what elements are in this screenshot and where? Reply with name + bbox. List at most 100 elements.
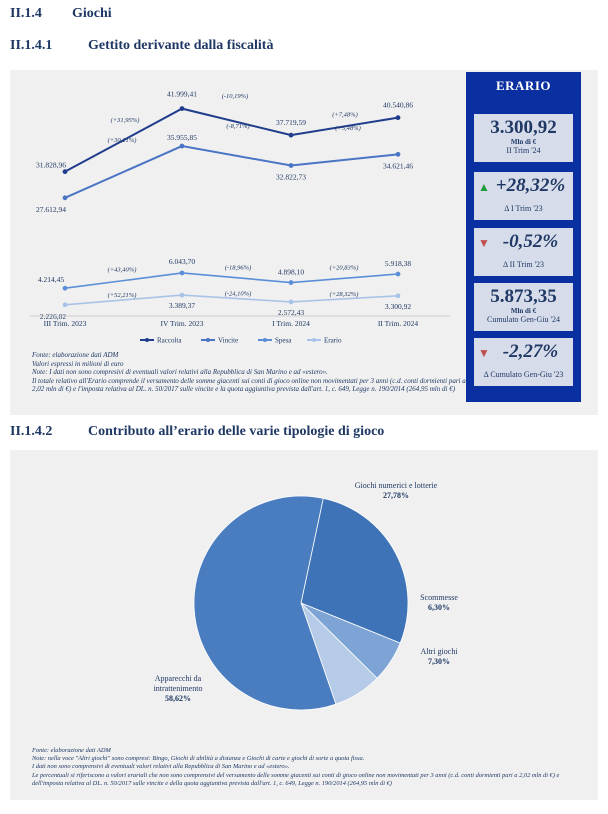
legend-marker	[145, 338, 149, 342]
data-point	[288, 132, 294, 138]
slice-percent: 6,30%	[428, 603, 450, 612]
data-point	[179, 106, 185, 112]
line-chart: 31.828,96 41.999,41 37.719,59 40.540,86 (+31…	[30, 90, 450, 345]
data-point	[62, 195, 68, 201]
slice-label: Altri giochi	[420, 647, 458, 656]
slice-percent: 58,62%	[165, 694, 191, 703]
data-label: 5.918,38	[385, 259, 412, 268]
data-point	[395, 151, 401, 157]
slice-percent: 7,30%	[428, 657, 450, 666]
kpi-value: 3.300,92	[490, 117, 557, 138]
change-label: (+43,40%)	[108, 267, 137, 274]
data-point	[179, 270, 185, 276]
subsection-heading-1: II.1.4.1 Gettito derivante dalla fiscalit…	[10, 38, 273, 54]
data-label: 4.898,10	[278, 268, 305, 277]
pie-notes: Fonte: elaborazione dati ADM Note: nella…	[32, 747, 592, 788]
kpi-caption: Δ Cumulato Gen-Giu '23	[483, 370, 564, 379]
data-label: 40.540,86	[383, 101, 413, 110]
kpi-unit: Mln di €	[510, 138, 537, 146]
series-line-raccolta	[64, 107, 399, 173]
kpi-delta-cumulato: ▼ -2,27% Δ Cumulato Gen-Giu '23	[474, 338, 573, 386]
data-point	[395, 293, 401, 299]
data-point	[179, 292, 185, 298]
kpi-caption: Cumulato Gen-Giu '24	[487, 315, 560, 324]
legend-label: Vincite	[218, 337, 238, 345]
data-label: 27.612,94	[36, 205, 66, 214]
pie-chart-panel: Giochi numerici e lotterie 27,78% Scommess…	[10, 450, 598, 800]
data-label: 3.389,37	[169, 301, 196, 310]
series-line-vincite	[64, 145, 399, 199]
legend-marker	[206, 338, 210, 342]
x-tick-label: II Trim. 2024	[378, 319, 418, 328]
change-label: (+20,83%)	[330, 264, 359, 271]
kpi-value: -0,52%	[502, 231, 559, 252]
data-label: 2.572,43	[278, 308, 305, 317]
subsection-number-2: II.1.4.2	[10, 424, 53, 439]
slice-label: Scommesse	[420, 593, 458, 602]
kpi-caption: Δ II Trim '23	[502, 260, 545, 269]
slice-label: intrattenimento	[154, 684, 203, 693]
note-line: Il totale relativo all'Erario comprende …	[32, 376, 466, 394]
note-line: Note: nella voce "Altri giochi" sono com…	[32, 755, 365, 763]
subsection-number-1: II.1.4.1	[10, 38, 53, 53]
note-line: Note: I dati non sono compresivi di even…	[32, 368, 328, 377]
x-tick-label: IV Trim. 2023	[160, 319, 203, 328]
data-point	[288, 163, 294, 168]
section-title: Giochi	[72, 6, 112, 21]
subsection-heading-2: II.1.4.2 Contributo all’erario delle vari…	[10, 424, 384, 440]
kpi-value: +28,32%	[495, 175, 566, 196]
section-number: II.1.4	[10, 6, 42, 21]
change-label: (-24,10%)	[225, 290, 252, 297]
chart-notes: Fonte: elaborazione dati ADM Valori espr…	[32, 351, 472, 394]
x-tick-label: I Trim. 2024	[272, 319, 310, 328]
slice-label: Apparecchi da	[155, 674, 202, 683]
kpi-delta-ii-trim: ▼ -0,52% Δ II Trim '23	[474, 228, 573, 276]
kpi-delta-i-trim: ▲ +28,32% Δ I Trim '23	[474, 172, 573, 220]
pie-slice	[300, 497, 409, 644]
data-point	[288, 280, 294, 285]
kpi-value: 5.873,35	[490, 286, 557, 307]
legend-label: Spesa	[275, 337, 292, 345]
note-line: Fonte: elaborazione dati ADM	[32, 747, 111, 754]
data-point	[395, 115, 401, 121]
data-label: 6.043,70	[169, 257, 196, 266]
note-line: I dati non sono comprensivi di eventuali…	[32, 763, 290, 771]
subsection-title-1: Gettito derivante dalla fiscalità	[88, 38, 274, 53]
data-point	[62, 285, 68, 291]
note-line: Le percentuali si riferiscono a valori e…	[32, 771, 560, 787]
series-line-spesa	[64, 272, 399, 290]
data-label: 3.300,92	[385, 302, 412, 311]
change-label: (-10,19%)	[222, 93, 249, 100]
data-point	[62, 302, 68, 308]
data-label: 32.822,73	[276, 172, 306, 181]
data-label: 37.719,59	[276, 118, 306, 127]
pie-slice	[193, 495, 337, 711]
data-label: 41.999,41	[167, 90, 197, 99]
section-heading: II.1.4 Giochi	[10, 6, 112, 22]
kpi-cumulato: 5.873,35 Mln di € Cumulato Gen-Giu '24	[474, 283, 573, 331]
slice-label: Giochi numerici e lotterie	[355, 481, 438, 490]
data-label: 4.214,45	[38, 275, 65, 284]
subsection-title-2: Contributo all’erario delle varie tipolo…	[88, 424, 385, 439]
note-line: Fonte: elaborazione dati ADM	[32, 351, 119, 359]
change-label: (+30,21%)	[108, 137, 137, 144]
legend-marker	[263, 338, 267, 342]
legend-label: Raccolta	[157, 337, 182, 345]
note-line: Valori espressi in milioni di euro	[32, 359, 124, 368]
change-label: (+31,95%)	[111, 117, 140, 124]
change-label: (+5,48%)	[335, 125, 361, 132]
change-label: (-8,71%)	[226, 123, 249, 130]
data-point	[179, 143, 185, 149]
data-point	[288, 299, 294, 305]
arrow-up-icon: ▲	[478, 180, 490, 194]
kpi-erario-value: 3.300,92 Mln di € II Trim '24	[474, 114, 573, 162]
erario-sidebar: ERARIO 3.300,92 Mln di € II Trim '24 ▲ +…	[466, 72, 581, 402]
kpi-caption: II Trim '24	[506, 146, 541, 155]
kpi-unit: Mln di €	[510, 307, 537, 315]
arrow-down-icon: ▼	[478, 236, 490, 250]
legend-marker	[312, 338, 316, 342]
series-line-erario	[64, 294, 399, 306]
x-tick-label: III Trim. 2023	[44, 319, 87, 328]
data-label: 35.955,85	[167, 133, 197, 142]
